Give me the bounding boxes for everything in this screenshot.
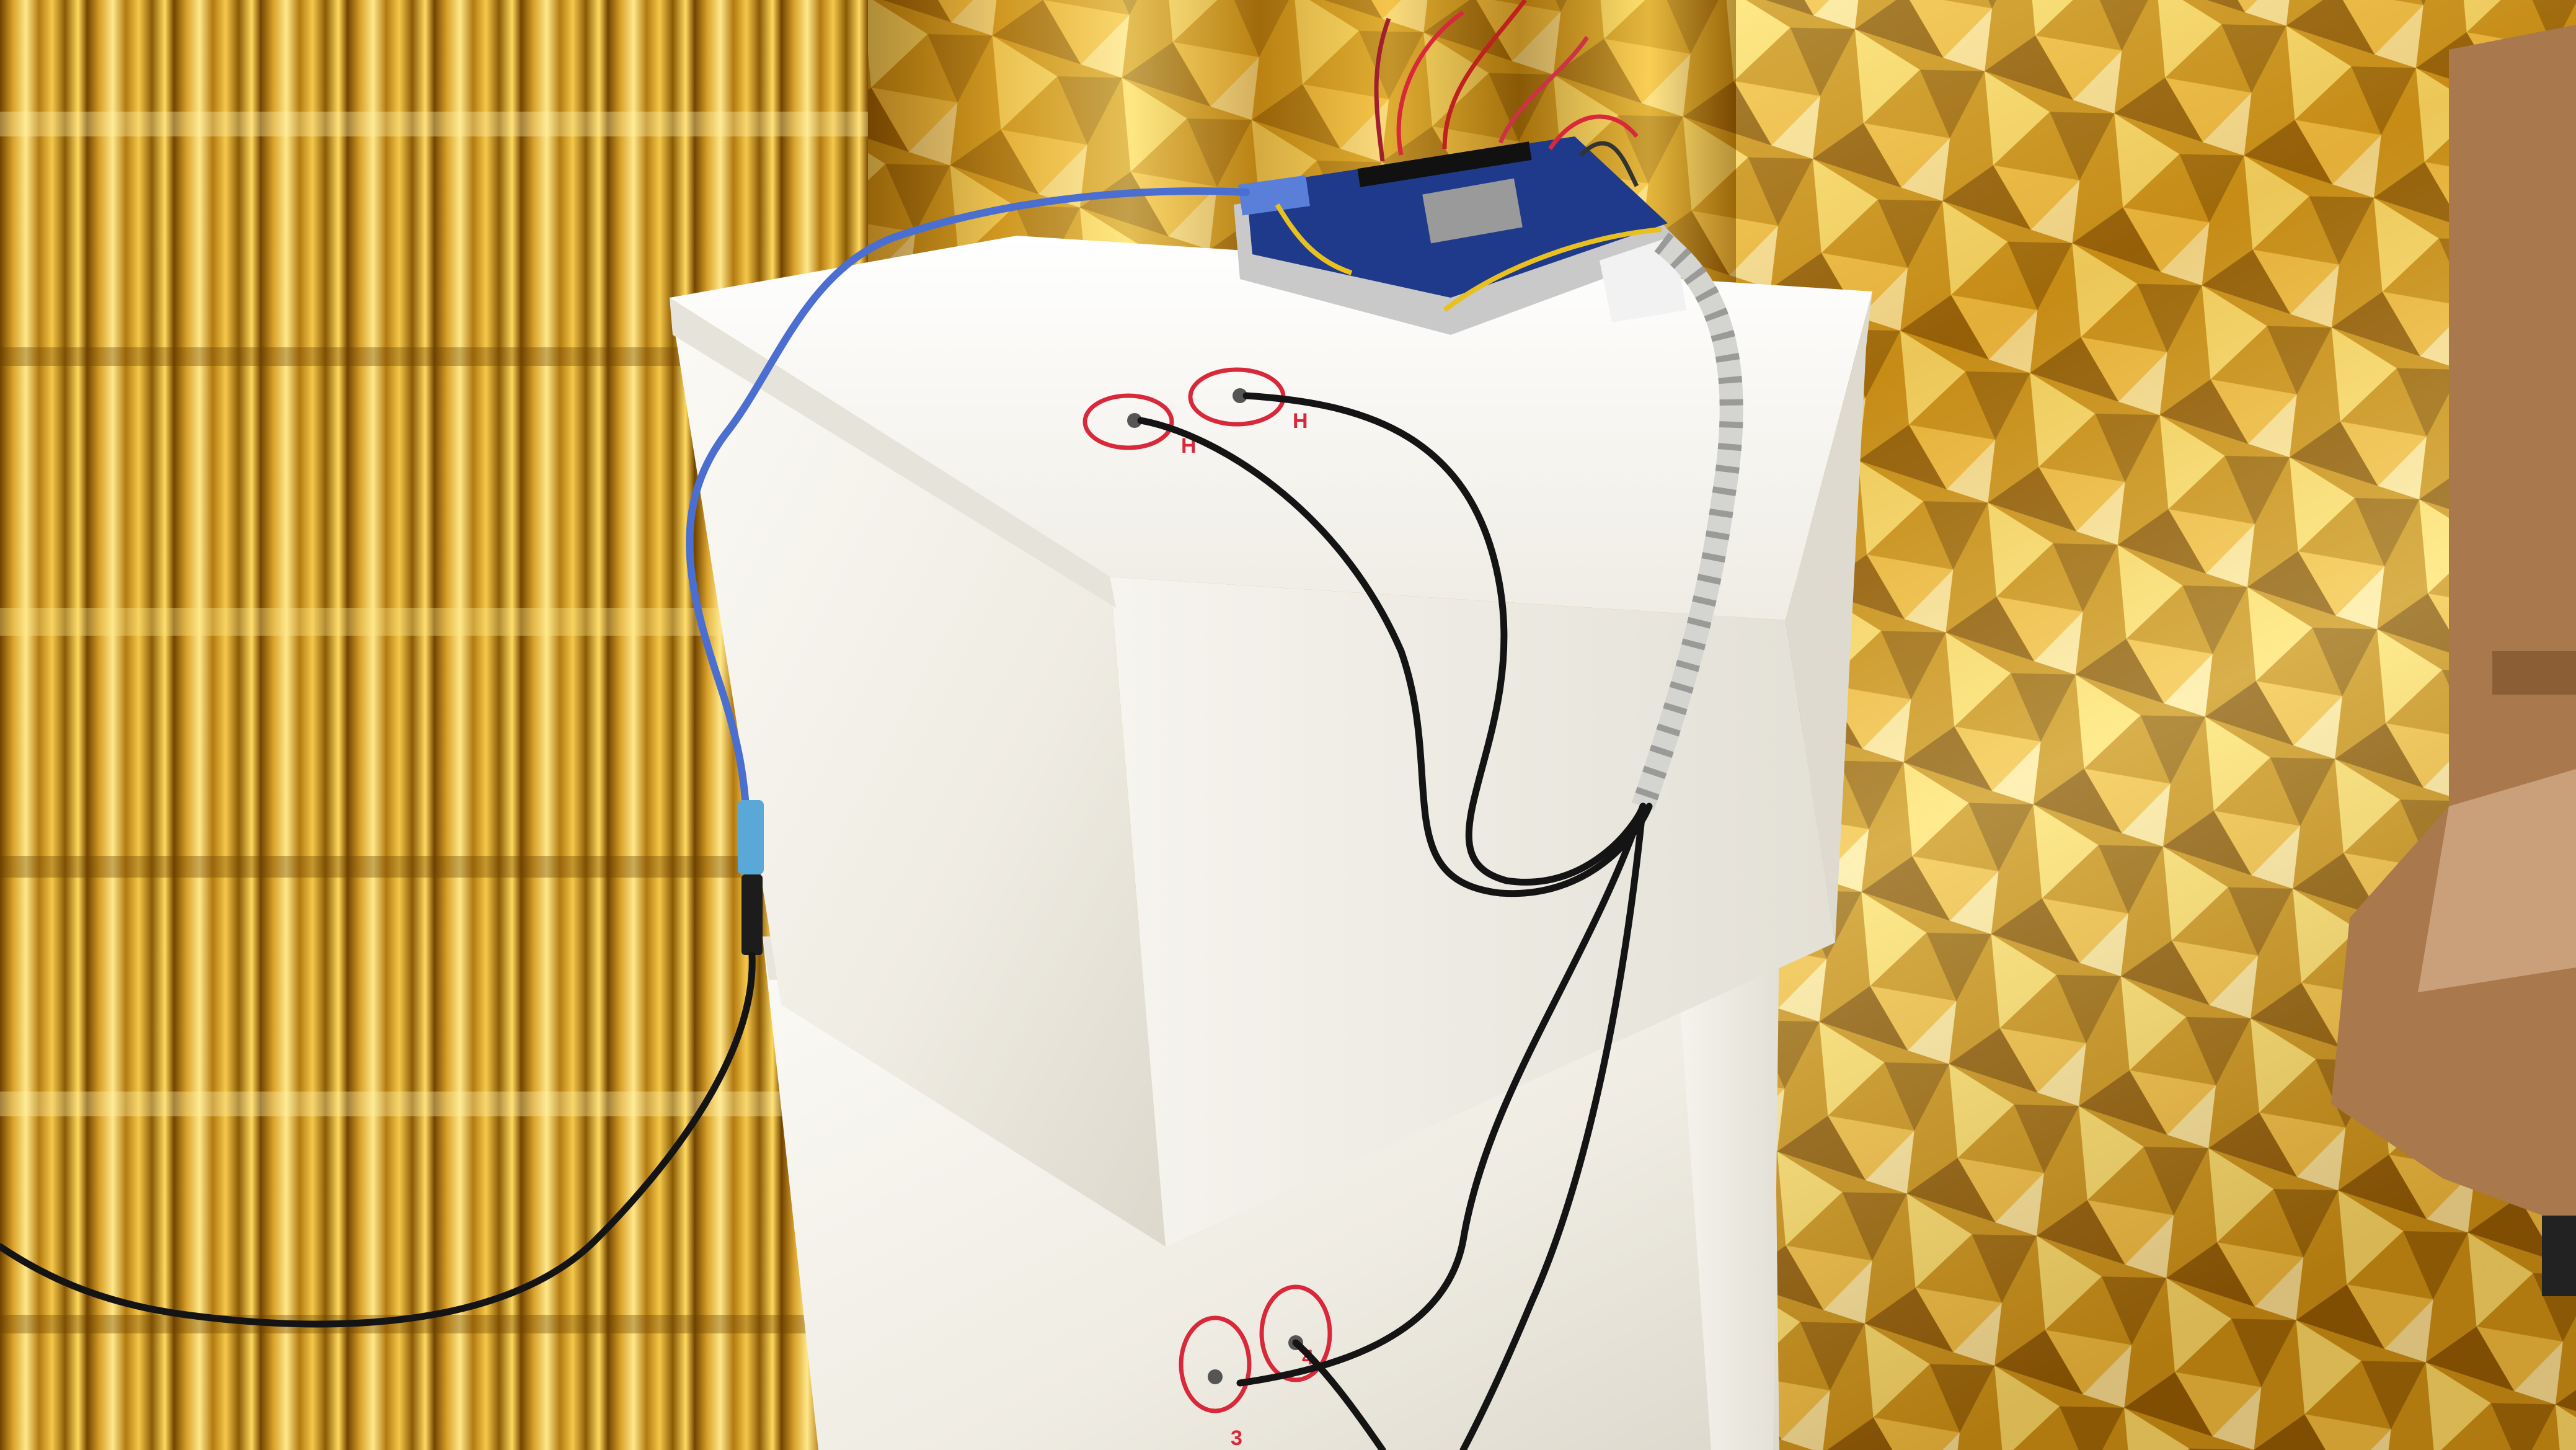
- usb-cable: [0, 187, 1250, 1328]
- sensor-cables: [1137, 392, 1653, 1450]
- spiral-cable-wrap: [1632, 232, 1743, 811]
- rubber-bands: [1275, 203, 1662, 313]
- microcontroller-board: [1234, 136, 1686, 335]
- hole-label-bottom-left: 3: [1231, 1426, 1242, 1450]
- hole-marking-bottom-left: 3: [1179, 1315, 1252, 1450]
- hole-label-top-right: H: [1293, 409, 1308, 433]
- jumper-wires: [1374, 0, 1639, 187]
- wooden-shelf: [2331, 25, 2576, 1296]
